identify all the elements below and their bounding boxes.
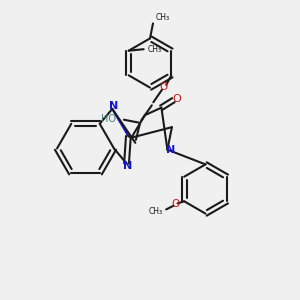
Text: O: O bbox=[171, 199, 179, 209]
Text: CH₃: CH₃ bbox=[156, 13, 170, 22]
Text: O: O bbox=[160, 82, 168, 92]
Text: O: O bbox=[172, 94, 181, 104]
Text: N: N bbox=[123, 161, 132, 171]
Text: CH₃: CH₃ bbox=[148, 45, 162, 54]
Text: HO: HO bbox=[101, 114, 116, 124]
Text: N: N bbox=[109, 101, 118, 112]
Text: N: N bbox=[167, 145, 176, 155]
Text: CH₃: CH₃ bbox=[148, 207, 163, 216]
